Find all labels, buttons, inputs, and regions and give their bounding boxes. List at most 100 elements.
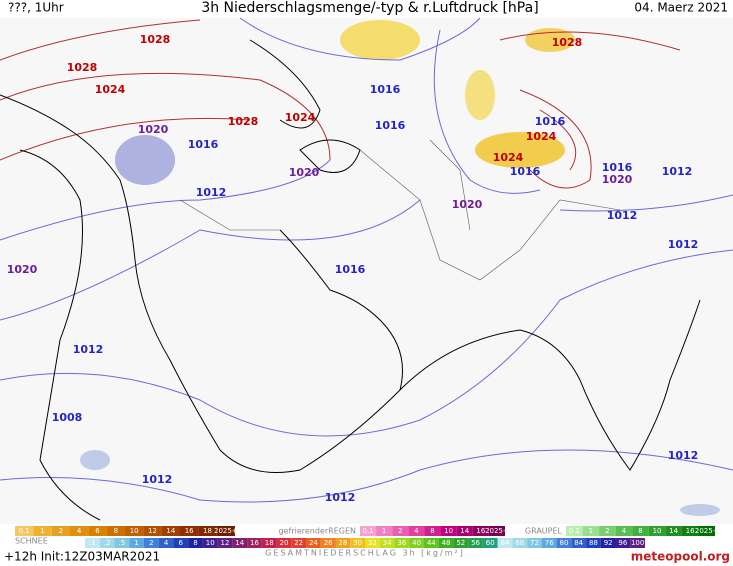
legend-step: 0.1 xyxy=(19,527,30,535)
legend-swatch xyxy=(106,526,125,536)
isobar-label: 1020 xyxy=(289,166,320,179)
isobars xyxy=(0,17,733,503)
isobar-label: 1012 xyxy=(668,449,699,462)
legend-swatch xyxy=(335,538,351,548)
legend-swatch xyxy=(571,538,587,548)
isobar-label: 1012 xyxy=(196,186,227,199)
isobar-label: 1028 xyxy=(228,115,259,128)
legend-swatch xyxy=(202,538,218,548)
isobar-label: 1020 xyxy=(452,198,483,211)
legend-step: 6 xyxy=(179,539,184,547)
legend-step: 10 xyxy=(206,539,215,547)
legend-swatch xyxy=(599,526,616,536)
legend-swatch xyxy=(582,526,600,536)
legend-step: 32 xyxy=(368,539,377,547)
legend-step: 26 xyxy=(324,539,333,547)
legend-step: 12 xyxy=(221,539,230,547)
legend-title: GESAMTNIEDERSCHLAG 3h [kg/m²] xyxy=(265,549,465,558)
legend-swatch xyxy=(556,538,572,548)
legend-swatch xyxy=(51,526,70,536)
isobar-label: 1024 xyxy=(95,83,126,96)
isobar-label: 1012 xyxy=(607,209,638,222)
legend-swatch xyxy=(261,538,277,548)
legend-swatch xyxy=(512,538,528,548)
legend-step: 4 xyxy=(164,539,169,547)
legend-swatch xyxy=(143,526,162,536)
legend-swatch xyxy=(615,526,633,536)
legend-step: 68 xyxy=(515,539,524,547)
legend-swatch xyxy=(70,526,89,536)
legend-step: 16 xyxy=(185,527,194,535)
legend-step: 16 xyxy=(476,527,485,535)
brand: meteopool.org xyxy=(631,550,730,564)
legend-step: 2025+ xyxy=(214,527,238,535)
legend-swatch xyxy=(615,538,631,548)
legend-step: 34 xyxy=(383,539,392,547)
legend-swatch xyxy=(360,526,377,536)
legend-swatch xyxy=(408,526,425,536)
legend-swatch xyxy=(99,538,115,548)
isobar-label: 1020 xyxy=(7,263,38,276)
legend-swatch xyxy=(472,526,489,536)
legend-swatch xyxy=(665,526,682,536)
legend-swatch xyxy=(276,538,292,548)
isobar-label: 1024 xyxy=(526,130,557,143)
run-time: ???, 1Uhr xyxy=(8,1,64,15)
precip xyxy=(80,20,720,516)
legend-swatch xyxy=(143,538,159,548)
legend-step: 14 xyxy=(669,527,678,535)
legend-swatch xyxy=(33,526,52,536)
legend-step: 92 xyxy=(604,539,613,547)
legend-swatch xyxy=(527,538,542,548)
legend-step: 4 xyxy=(77,527,82,535)
legend-step: 10 xyxy=(653,527,662,535)
legend-swatch xyxy=(698,526,715,536)
isobar-label: 1020 xyxy=(602,173,633,186)
legend-swatch xyxy=(379,538,395,548)
isobar-label: 1020 xyxy=(138,123,169,136)
legend-step: 48 xyxy=(442,539,451,547)
isobar-label: 1012 xyxy=(142,473,173,486)
legend-swatch xyxy=(158,538,174,548)
legend-swatch xyxy=(161,526,180,536)
legend-step: 2025+ xyxy=(485,527,509,535)
legend-step: 14 xyxy=(460,527,469,535)
legend-step: 88 xyxy=(589,539,598,547)
legend-swatch xyxy=(188,538,203,548)
legend-swatch xyxy=(497,538,513,548)
legend-step: 12 xyxy=(148,527,157,535)
legend-swatch xyxy=(114,538,130,548)
legend-swatch xyxy=(365,538,380,548)
legend-title: gefrierenderREGEN xyxy=(279,527,357,536)
legend-swatch xyxy=(216,526,235,536)
legend-step: 84 xyxy=(574,539,583,547)
isobar-label: 1024 xyxy=(285,111,316,124)
legend-swatch xyxy=(217,538,233,548)
legend-step: 60 xyxy=(486,539,495,547)
isobar-label: 1016 xyxy=(535,115,566,128)
legend-step: 24 xyxy=(309,539,318,547)
legend-swatch xyxy=(586,538,601,548)
isobar-label: 1012 xyxy=(662,165,693,178)
legend-step: 22 xyxy=(294,539,303,547)
legend-swatch xyxy=(180,526,199,536)
legend-swatch xyxy=(88,526,107,536)
legend-swatch xyxy=(247,538,262,548)
legend-swatch xyxy=(438,538,454,548)
legend-swatch xyxy=(320,538,336,548)
legend-step: 0.1 xyxy=(362,527,373,535)
map-area xyxy=(0,18,733,524)
legend-swatch xyxy=(488,526,505,536)
legend-swatch xyxy=(440,526,457,536)
legend-step: 72 xyxy=(530,539,539,547)
legend-step: 14 xyxy=(166,527,175,535)
legend-title: SCHNEE xyxy=(15,537,48,546)
legend-swatch xyxy=(681,526,699,536)
legend-step: 4 xyxy=(622,527,627,535)
isobar-label: 1016 xyxy=(370,83,401,96)
legend-swatch xyxy=(541,538,557,548)
legend-swatch xyxy=(468,538,483,548)
legend-swatch xyxy=(566,526,583,536)
legend-swatch xyxy=(376,526,393,536)
